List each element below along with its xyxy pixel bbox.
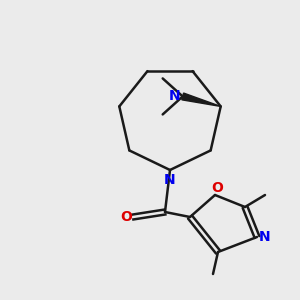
Text: O: O — [211, 181, 223, 195]
Text: N: N — [164, 173, 176, 187]
Polygon shape — [182, 93, 221, 106]
Text: O: O — [120, 210, 132, 224]
Text: N: N — [259, 230, 271, 244]
Text: N: N — [169, 89, 181, 103]
